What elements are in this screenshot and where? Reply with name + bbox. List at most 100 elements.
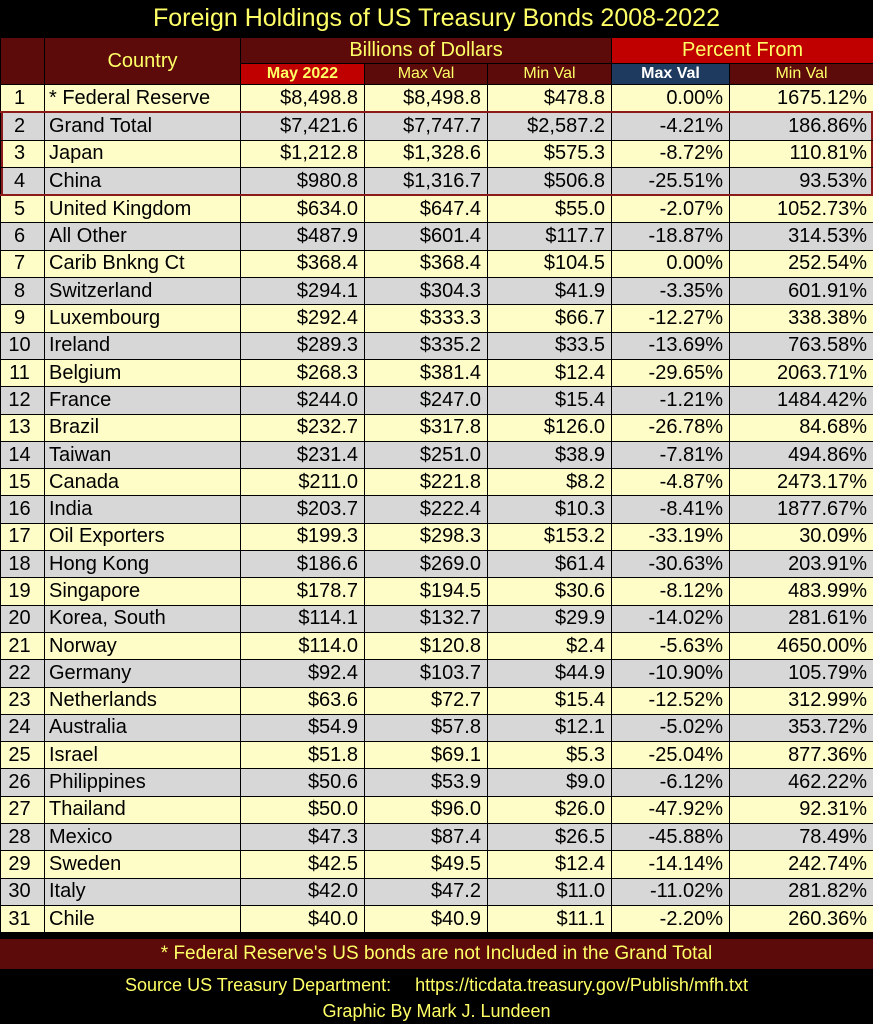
may-2022-cell: $203.7: [240, 495, 365, 524]
may-2022-cell: $51.8: [240, 741, 365, 770]
table-row: 12 France $244.0 $247.0 $15.4 -1.21% 1484.42%: [0, 386, 873, 415]
country-cell: Grand Total: [44, 111, 241, 141]
country-cell: * Federal Reserve: [44, 84, 241, 113]
may-2022-cell: $244.0: [240, 386, 365, 415]
max-val-cell: $251.0: [364, 440, 488, 470]
source-url: https://ticdata.treasury.gov/Publish/mfh…: [415, 975, 748, 995]
country-cell: Mexico: [44, 823, 241, 852]
min-val-cell: $11.1: [486, 904, 613, 934]
pct-from-min-cell: 110.81%: [729, 139, 873, 168]
pct-from-max-cell: -3.35%: [611, 277, 731, 306]
table-row: 20 Korea, South $114.1 $132.7 $29.9 -14.02% 28…: [0, 604, 873, 633]
country-cell: Switzerland: [44, 277, 241, 306]
max-val-cell: $87.4: [364, 823, 488, 852]
country-cell: Canada: [44, 468, 241, 497]
pct-from-max-cell: -8.72%: [611, 139, 731, 168]
min-val-cell: $26.0: [486, 795, 613, 825]
may-2022-cell: $40.0: [240, 904, 365, 934]
rank-cell: 19: [0, 577, 45, 606]
rank-cell: 4: [0, 166, 45, 197]
max-val-cell: $53.9: [364, 768, 488, 797]
country-header: Country: [44, 37, 241, 85]
max-val-cell: $368.4: [364, 249, 488, 279]
pct-from-min-cell: 242.74%: [729, 850, 873, 879]
table-row: 21 Norway $114.0 $120.8 $2.4 -5.63% 4650.00%: [0, 631, 873, 661]
max-val-cell: $120.8: [364, 631, 488, 661]
pct-from-max-cell: -45.88%: [611, 823, 731, 852]
rank-cell: 24: [0, 713, 45, 743]
rank-header: [0, 37, 45, 85]
rank-cell: 23: [0, 686, 45, 715]
col-max-val: Max Val: [364, 63, 488, 85]
max-val-cell: $221.8: [364, 468, 488, 497]
pct-from-max-cell: -4.21%: [611, 111, 731, 141]
rank-cell: 26: [0, 768, 45, 797]
col-pct-min-val: Min Val: [729, 63, 873, 85]
min-val-cell: $26.5: [486, 823, 613, 852]
max-val-cell: $72.7: [364, 686, 488, 715]
min-val-cell: $5.3: [486, 741, 613, 770]
may-2022-cell: $199.3: [240, 522, 365, 552]
table-row: 18 Hong Kong $186.6 $269.0 $61.4 -30.63% 203.9…: [0, 550, 873, 579]
chart-title: Foreign Holdings of US Treasury Bonds 20…: [153, 4, 720, 32]
max-val-cell: $333.3: [364, 304, 488, 333]
rank-cell: 16: [0, 495, 45, 524]
max-val-cell: $647.4: [364, 194, 488, 224]
min-val-cell: $30.6: [486, 577, 613, 606]
may-2022-cell: $232.7: [240, 413, 365, 442]
max-val-cell: $1,316.7: [364, 166, 488, 197]
rank-cell: 31: [0, 904, 45, 934]
table-row: 2 Grand Total $7,421.6 $7,747.7 $2,587.2 -4.2…: [0, 111, 873, 141]
pct-from-max-cell: -26.78%: [611, 413, 731, 442]
table-row: 1 * Federal Reserve $8,498.8 $8,498.8 $478.8…: [0, 84, 873, 113]
table-row: 6 All Other $487.9 $601.4 $117.7 -18.87% 314.5…: [0, 222, 873, 251]
max-val-cell: $194.5: [364, 577, 488, 606]
min-val-cell: $478.8: [486, 84, 613, 113]
pct-from-max-cell: -12.27%: [611, 304, 731, 333]
table-row: 16 India $203.7 $222.4 $10.3 -8.41% 1877.67%: [0, 495, 873, 524]
pct-from-max-cell: -12.52%: [611, 686, 731, 715]
table-row: 7 Carib Bnkng Ct $368.4 $368.4 $104.5 0.00% 25…: [0, 249, 873, 279]
min-val-cell: $29.9: [486, 604, 613, 633]
pct-from-min-cell: 462.22%: [729, 768, 873, 797]
may-2022-cell: $42.5: [240, 850, 365, 879]
rank-cell: 2: [0, 111, 45, 141]
pct-from-max-cell: -25.51%: [611, 166, 731, 197]
rank-cell: 21: [0, 631, 45, 661]
rank-cell: 8: [0, 277, 45, 306]
max-val-cell: $57.8: [364, 713, 488, 743]
pct-from-min-cell: 93.53%: [729, 166, 873, 197]
pct-from-max-cell: -4.87%: [611, 468, 731, 497]
pct-from-min-cell: 1877.67%: [729, 495, 873, 524]
pct-from-max-cell: -1.21%: [611, 386, 731, 415]
max-val-cell: $47.2: [364, 877, 488, 906]
max-val-cell: $40.9: [364, 904, 488, 934]
country-cell: Philippines: [44, 768, 241, 797]
pct-from-min-cell: 601.91%: [729, 277, 873, 306]
may-2022-cell: $54.9: [240, 713, 365, 743]
table-row: 14 Taiwan $231.4 $251.0 $38.9 -7.81% 494.86%: [0, 440, 873, 470]
pct-from-min-cell: 763.58%: [729, 331, 873, 360]
pct-from-max-cell: -29.65%: [611, 358, 731, 388]
table-row: 30 Italy $42.0 $47.2 $11.0 -11.02% 281.82%: [0, 877, 873, 906]
country-cell: Thailand: [44, 795, 241, 825]
source-line: Source US Treasury Department: https://ti…: [0, 972, 873, 998]
pct-from-min-cell: 1675.12%: [729, 84, 873, 113]
pct-from-max-cell: 0.00%: [611, 84, 731, 113]
min-val-cell: $2.4: [486, 631, 613, 661]
country-cell: Belgium: [44, 358, 241, 388]
country-cell: Taiwan: [44, 440, 241, 470]
pct-from-max-cell: -8.12%: [611, 577, 731, 606]
max-val-cell: $222.4: [364, 495, 488, 524]
min-val-cell: $126.0: [486, 413, 613, 442]
col-min-val: Min Val: [486, 63, 613, 85]
pct-from-min-cell: 338.38%: [729, 304, 873, 333]
may-2022-cell: $1,212.8: [240, 139, 365, 168]
min-val-cell: $153.2: [486, 522, 613, 552]
pct-from-max-cell: -8.41%: [611, 495, 731, 524]
table-row: 22 Germany $92.4 $103.7 $44.9 -10.90% 105.79%: [0, 659, 873, 688]
min-val-cell: $12.4: [486, 850, 613, 879]
min-val-cell: $61.4: [486, 550, 613, 579]
may-2022-cell: $980.8: [240, 166, 365, 197]
